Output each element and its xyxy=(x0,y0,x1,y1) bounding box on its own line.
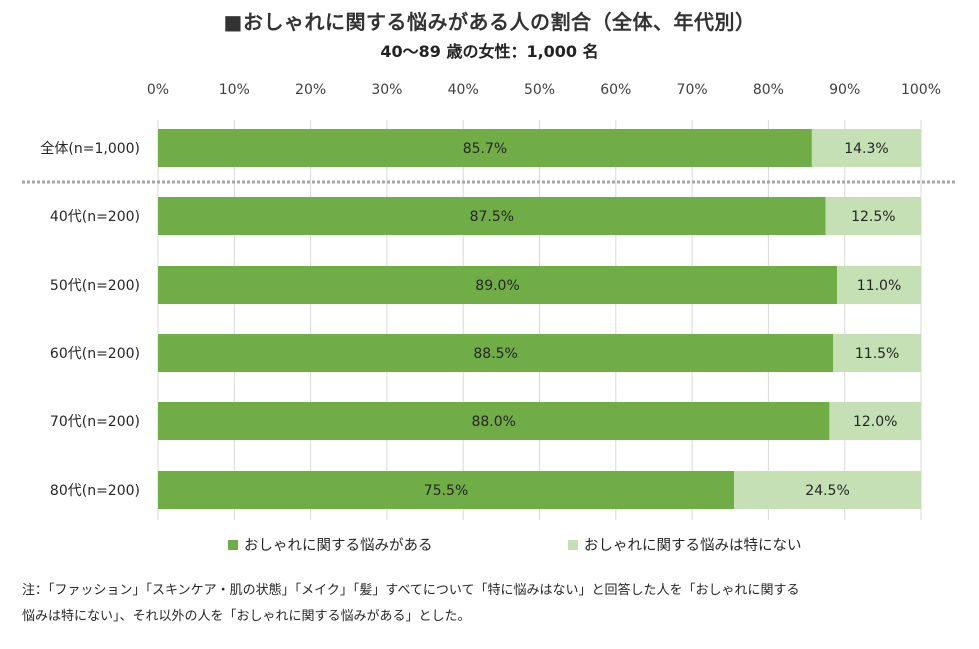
data-label: 24.5% xyxy=(805,483,849,499)
data-label: 11.5% xyxy=(855,346,899,362)
chart-subtitle: 40～89 歳の女性：1,000 名 xyxy=(380,42,599,61)
category-label: 50代(n=200) xyxy=(50,278,140,294)
data-label: 87.5% xyxy=(470,209,514,225)
data-label: 88.0% xyxy=(471,414,515,430)
footnote-line-2: 悩みは特にない」、それ以外の人を「おしゃれに関する悩みがある」とした。 xyxy=(22,609,471,624)
x-tick-label: 80% xyxy=(753,82,784,98)
bar-segment-no-concern xyxy=(734,471,921,509)
category-label: 70代(n=200) xyxy=(50,414,140,430)
data-label: 11.0% xyxy=(857,278,901,294)
data-label: 89.0% xyxy=(475,278,519,294)
footnote: 注：「ファッション」「スキンケア・肌の状態」「メイク」「髪」すべてについて「特に… xyxy=(22,578,957,630)
x-tick-label: 90% xyxy=(829,82,860,98)
data-label: 12.5% xyxy=(851,209,895,225)
bar-segment-has-concern xyxy=(158,334,834,372)
bar-segment-has-concern xyxy=(158,402,830,440)
stacked-bar-chart: 0% 10% 20% 30% 40% 50% 60% 70% 80% 90% 100% 85.7% 14… xyxy=(22,82,957,520)
data-label: 75.5% xyxy=(424,483,468,499)
x-tick-label: 30% xyxy=(371,82,402,98)
legend-label-no-concern: おしゃれに関する悩みは特にない xyxy=(584,538,802,554)
category-label: 全体(n=1,000) xyxy=(40,140,140,157)
bar-segment-has-concern xyxy=(158,197,826,235)
bar-segment-no-concern xyxy=(825,197,921,235)
category-label: 60代(n=200) xyxy=(50,346,140,362)
x-tick-label: 10% xyxy=(219,82,250,98)
data-label: 85.7% xyxy=(463,141,507,157)
bar-segment-has-concern xyxy=(158,266,838,304)
legend-swatch-has-concern xyxy=(228,539,238,550)
x-tick-label: 100% xyxy=(901,82,941,98)
x-tick-label: 40% xyxy=(448,82,479,98)
category-label: 40代(n=200) xyxy=(50,209,140,225)
legend-item-has-concern: おしゃれに関する悩みがある xyxy=(228,534,433,555)
footnote-line-1: 注：「ファッション」「スキンケア・肌の状態」「メイク」「髪」すべてについて「特に… xyxy=(22,583,800,598)
x-tick-label: 60% xyxy=(600,82,631,98)
data-label: 12.0% xyxy=(853,414,897,430)
bar-segment-no-concern xyxy=(833,334,921,372)
x-tick-label: 70% xyxy=(677,82,708,98)
bar-segment-no-concern xyxy=(829,402,921,440)
data-label: 14.3% xyxy=(844,141,888,157)
x-tick-label: 20% xyxy=(295,82,326,98)
legend-swatch-no-concern xyxy=(568,539,578,550)
bar-segment-no-concern xyxy=(811,129,921,167)
bar-segment-has-concern xyxy=(158,129,812,167)
x-tick-label: 50% xyxy=(524,82,555,98)
chart-title: ■おしゃれに関する悩みがある人の割合（全体、年代別） xyxy=(223,10,756,34)
legend-label-has-concern: おしゃれに関する悩みがある xyxy=(244,538,433,554)
category-label: 80代(n=200) xyxy=(50,483,140,499)
data-label: 88.5% xyxy=(473,346,517,362)
legend-item-no-concern: おしゃれに関する悩みは特にない xyxy=(568,534,802,555)
x-tick-label: 0% xyxy=(147,82,169,98)
bar-segment-no-concern xyxy=(837,266,921,304)
bar-segment-has-concern xyxy=(158,471,735,509)
